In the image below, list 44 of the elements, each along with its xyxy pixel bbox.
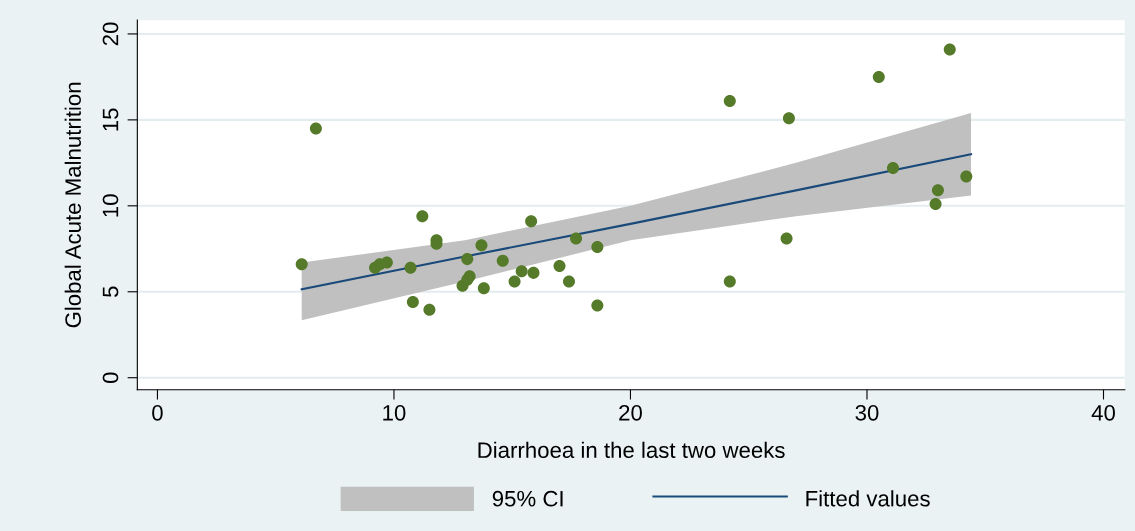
- point: [782, 112, 795, 125]
- point: [295, 258, 308, 271]
- point: [723, 275, 736, 288]
- point: [943, 43, 956, 56]
- point: [960, 170, 973, 183]
- point: [591, 299, 604, 312]
- point: [461, 253, 474, 266]
- point: [929, 198, 942, 211]
- point: [562, 275, 575, 288]
- x-tick-label: 10: [383, 404, 406, 421]
- point: [475, 239, 488, 252]
- y-tick-label: 0: [102, 372, 119, 384]
- point: [515, 265, 528, 278]
- point: [872, 70, 885, 83]
- point: [496, 254, 509, 267]
- y-tick-label: 20: [102, 22, 119, 46]
- point: [570, 232, 583, 245]
- point: [527, 266, 540, 279]
- point: [508, 275, 521, 288]
- point: [404, 261, 417, 274]
- point: [477, 282, 490, 295]
- point: [723, 94, 736, 107]
- point: [309, 122, 322, 135]
- point: [553, 259, 566, 272]
- point: [406, 296, 419, 309]
- point: [525, 215, 538, 228]
- point: [416, 210, 429, 223]
- y-axis-title: Global Acute Malnutrition: [64, 82, 81, 328]
- text: 95% CI: [492, 490, 563, 507]
- x-tick-label: 20: [619, 404, 642, 421]
- point: [591, 241, 604, 254]
- point: [886, 161, 900, 175]
- y-tick-label: 15: [102, 108, 119, 131]
- x-tick-label: 30: [855, 404, 879, 421]
- text: Fitted values: [806, 490, 930, 507]
- y-tick-label: 10: [102, 194, 119, 217]
- point: [780, 232, 793, 245]
- x-tick-label: 40: [1091, 404, 1115, 421]
- y-tick-label: 5: [102, 286, 119, 298]
- line-series: [300, 153, 973, 291]
- x-axis-title: Diarrhoea in the last two weeks: [478, 441, 785, 459]
- point: [931, 184, 944, 197]
- point: [423, 303, 436, 316]
- x-tick-label: 0: [152, 404, 163, 421]
